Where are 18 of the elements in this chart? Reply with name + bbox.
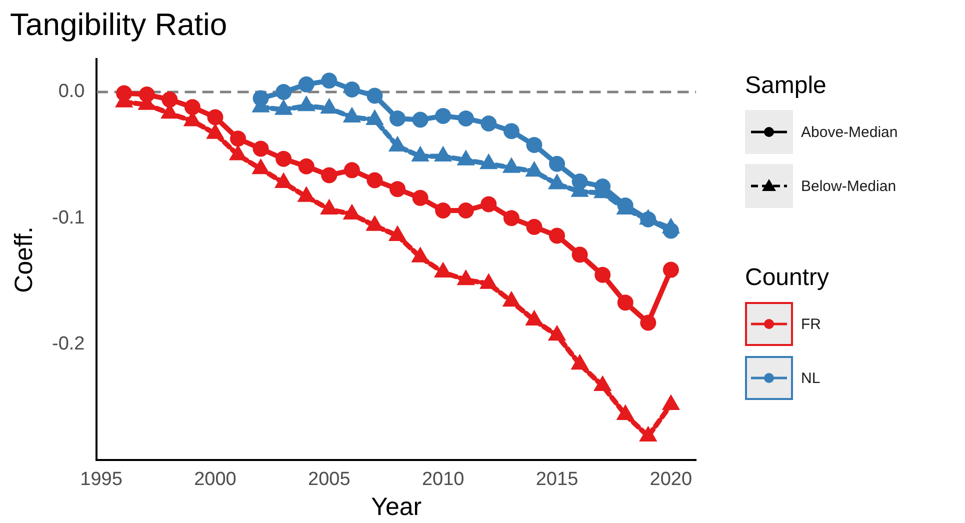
x-tick-label: 2010 [422,468,464,490]
y-tick-label: 0.0 [58,81,85,102]
y-tick-label: -0.2 [52,333,85,354]
x-tick-label: 1995 [80,468,122,490]
text: Above-Median [801,124,898,140]
x-tick-label: 2000 [194,468,236,490]
y-axis-title: Coeff. [10,226,38,293]
x-tick-label: 2020 [650,468,692,490]
y-tick-label: -0.1 [52,207,85,228]
x-tick-label: 2015 [536,468,578,490]
legend-title: Country [745,264,830,292]
text: Below-Median [801,178,896,194]
x-axis-title: Year [371,492,422,521]
x-tick-label: 2005 [308,468,350,490]
legend-label: NL [801,370,820,386]
text: Sample [745,72,828,100]
legend-label: FR [801,316,821,332]
chart-title: Tangibility Ratio [10,7,228,42]
